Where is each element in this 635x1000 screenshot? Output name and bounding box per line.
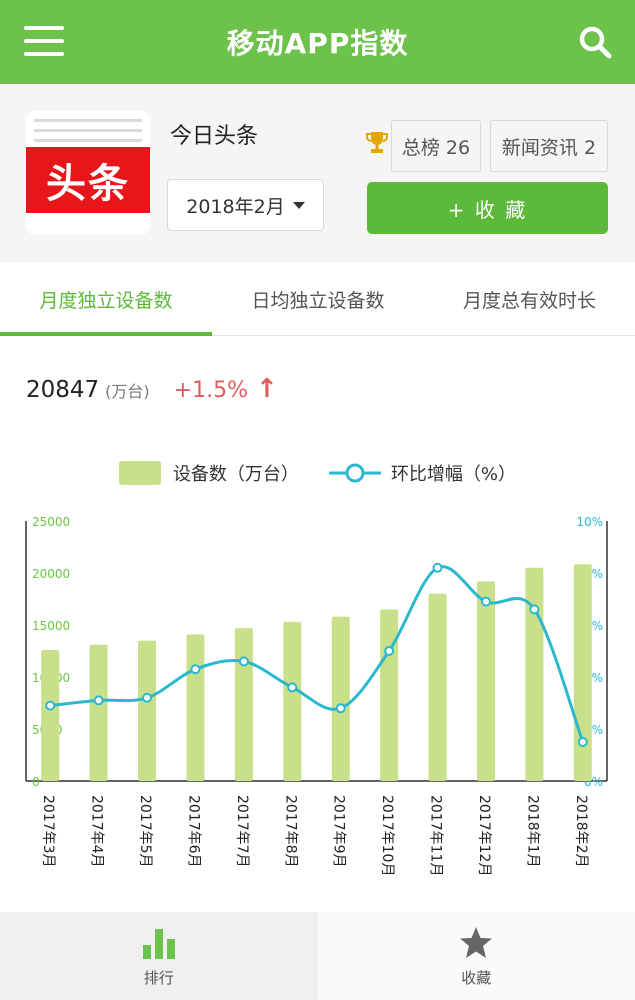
legend-line-swatch [328,463,381,483]
metric-unit: (万台) [105,382,150,401]
caret-down-icon [292,201,305,209]
y-left-tick-label: 0 [32,775,40,789]
growth-point [93,695,104,706]
bar [186,634,205,781]
y-right-tick-label: 10% [576,515,603,529]
growth-point [480,596,491,607]
x-tick-label: 2017年5月 [137,795,153,868]
growth-point [142,692,153,703]
legend-bar-swatch [118,461,161,485]
x-tick-label: 2018年1月 [524,795,540,868]
rank-category-badge[interactable]: 新闻资讯 2 [490,120,608,172]
growth-point [238,656,249,667]
x-tick-label: 2017年11月 [428,795,444,876]
collect-button[interactable]: + 收 藏 [367,182,608,234]
app-header: 移动APP指数 [0,0,635,84]
bar [380,609,399,781]
x-tick-label: 2017年10月 [379,795,395,876]
tab-monthly-devices[interactable]: 月度独立设备数 [39,289,173,312]
bottom-nav: 排行 收藏 [0,912,635,1000]
app-logo-text: 头条 [26,147,150,213]
bar-chart-icon [142,928,175,959]
y-left-tick-label: 15000 [32,619,70,633]
y-left-tick-label: 20000 [32,567,70,581]
x-tick-label: 2017年6月 [185,795,201,868]
y-left-tick-label: 25000 [32,515,70,529]
growth-point [190,664,201,675]
month-select[interactable]: 2018年2月 [167,179,324,231]
growth-line [50,565,585,743]
bar [41,649,60,781]
chart-legend: 设备数（万台） 环比增幅（%） [0,458,635,488]
nav-favorites[interactable]: 收藏 [317,912,635,1000]
x-tick-label: 2017年12月 [476,795,492,876]
month-select-value: 2018年2月 [186,195,285,218]
growth-point [384,646,395,656]
bar [525,567,544,781]
x-tick-label: 2017年7月 [234,795,250,868]
app-logo: 头条 [26,111,150,235]
tab-monthly-duration[interactable]: 月度总有效时长 [462,289,596,312]
x-tick-label: 2018年2月 [573,795,589,868]
x-tick-label: 2017年8月 [282,795,298,868]
active-tab-indicator [0,332,212,336]
growth-point [577,737,588,747]
growth-point [45,700,56,711]
legend-bar-label: 设备数（万台） [172,464,299,485]
x-tick-label: 2017年3月 [40,795,56,868]
x-tick-label: 2017年9月 [331,795,347,868]
rank-total-badge[interactable]: 总榜 26 [391,120,481,172]
bar [234,628,253,781]
arrow-up-icon: ↑ [256,374,278,404]
device-chart: 05000100001500020000250000%2%4%6%8%10%20… [25,515,608,876]
metric-summary: 20847 (万台) +1.5% ↑ [26,374,278,404]
star-icon [460,926,493,958]
growth-point [529,604,540,615]
app-name: 今日头条 [170,124,259,149]
bar [331,616,350,781]
menu-icon[interactable] [24,26,64,58]
metric-change: +1.5% [173,378,248,403]
bar [283,621,302,781]
bar [138,640,157,781]
bar [89,644,108,781]
trophy-icon [366,132,388,153]
metric-tabs: 月度独立设备数 日均独立设备数 月度总有效时长 [0,262,635,336]
x-tick-label: 2017年4月 [89,795,105,868]
nav-favorites-label: 收藏 [461,968,492,987]
search-icon[interactable] [577,24,613,60]
tab-daily-devices[interactable]: 日均独立设备数 [251,289,385,312]
bar [428,593,447,781]
growth-point [287,682,298,693]
metric-value: 20847 [26,377,100,403]
growth-point [335,703,346,714]
bar [476,581,495,781]
growth-point [432,562,443,573]
nav-ranking-label: 排行 [143,968,174,987]
nav-ranking[interactable]: 排行 [0,912,318,1000]
legend-line-label: 环比增幅（%） [390,464,517,485]
page-title: 移动APP指数 [226,27,409,60]
bar [573,564,592,781]
